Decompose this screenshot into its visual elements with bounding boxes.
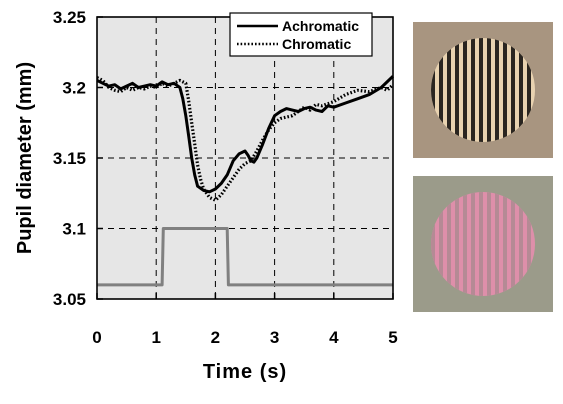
grating-bar <box>495 38 499 142</box>
legend-box <box>229 12 373 57</box>
x-tick-label: 2 <box>211 328 220 347</box>
grid-lines <box>97 17 393 299</box>
grating-bar <box>431 192 435 296</box>
grating-bar <box>455 38 459 142</box>
y-tick-label: 3.15 <box>53 149 86 168</box>
grating-bar <box>487 192 491 296</box>
legend-chromatic-label: Chromatic <box>282 36 351 52</box>
x-tick-label: 4 <box>329 328 339 347</box>
grating-bar <box>503 192 507 296</box>
data-series <box>96 75 395 287</box>
grating-bar <box>519 38 523 142</box>
series-chromatic-line <box>96 76 395 202</box>
x-tick-label: 3 <box>270 328 279 347</box>
series-achromatic-line <box>96 75 395 194</box>
legend: Achromatic Chromatic <box>229 12 373 57</box>
grating-bar <box>495 192 499 296</box>
axis-ticks: 0 1 2 3 4 5 3.05 3.1 3.15 3.2 3.25 <box>53 8 398 347</box>
achromatic-grating-image <box>413 22 553 158</box>
y-tick-label: 3.05 <box>53 290 86 309</box>
grating-bar <box>455 192 459 296</box>
grating-bar <box>439 192 443 296</box>
grating-bar <box>527 38 531 142</box>
x-tick-label: 1 <box>151 328 160 347</box>
grating-bar <box>431 38 435 142</box>
x-tick-label: 5 <box>388 328 397 347</box>
series-stimulus-line <box>97 227 393 287</box>
grating-bar <box>447 192 451 296</box>
grating-bar <box>527 192 531 296</box>
grating-bar <box>479 192 483 296</box>
grating-bar <box>503 38 507 142</box>
y-tick-label: 3.25 <box>53 8 86 27</box>
grating-bar <box>487 38 491 142</box>
y-tick-label: 3.1 <box>62 220 86 239</box>
grating-disc <box>431 192 535 296</box>
grating-bar <box>463 192 467 296</box>
grating-bar <box>439 38 443 142</box>
x-axis-title: Time (s) <box>203 361 287 383</box>
y-axis-title: Pupil diameter (mm) <box>14 62 36 254</box>
chromatic-grating-image <box>413 176 553 312</box>
grating-bar <box>519 192 523 296</box>
legend-achromatic-label: Achromatic <box>282 18 359 34</box>
x-tick-label: 0 <box>92 328 101 347</box>
grating-bar <box>463 38 467 142</box>
grating-bar <box>511 38 515 142</box>
grating-bar <box>479 38 483 142</box>
y-tick-label: 3.2 <box>62 79 86 98</box>
grating-bar <box>511 192 515 296</box>
grating-disc <box>431 38 535 142</box>
grating-bar <box>471 192 475 296</box>
grating-bar <box>447 38 451 142</box>
grating-bar <box>471 38 475 142</box>
